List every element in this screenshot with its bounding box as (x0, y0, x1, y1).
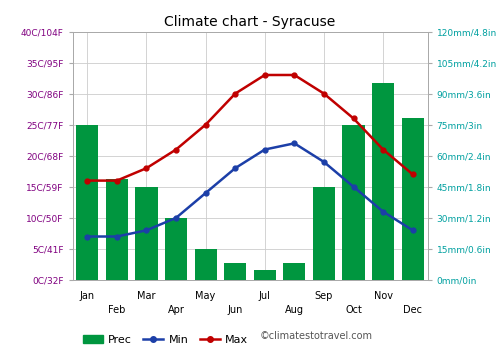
Bar (342, 125, 364, 280)
Bar (402, 118, 424, 280)
Text: Jul: Jul (259, 291, 270, 301)
Bar (165, 218, 187, 280)
Text: Jun: Jun (228, 305, 243, 315)
Bar (284, 264, 306, 280)
Text: Aug: Aug (285, 305, 304, 315)
Text: Apr: Apr (168, 305, 184, 315)
Bar (136, 187, 158, 280)
Bar (76, 125, 98, 280)
Legend: Prec, Min, Max: Prec, Min, Max (78, 330, 252, 349)
Bar (313, 187, 335, 280)
Text: Dec: Dec (403, 305, 422, 315)
Bar (224, 264, 246, 280)
Bar (194, 249, 216, 280)
Bar (372, 83, 394, 280)
Text: Jan: Jan (80, 291, 95, 301)
Text: Feb: Feb (108, 305, 126, 315)
Bar (106, 178, 128, 280)
Title: Climate chart - Syracuse: Climate chart - Syracuse (164, 15, 336, 29)
Text: Oct: Oct (345, 305, 362, 315)
Text: Mar: Mar (137, 291, 156, 301)
Text: Nov: Nov (374, 291, 392, 301)
Text: May: May (196, 291, 216, 301)
Text: Sep: Sep (315, 291, 333, 301)
Text: ©climatestotravel.com: ©climatestotravel.com (260, 331, 373, 341)
Bar (254, 270, 276, 280)
